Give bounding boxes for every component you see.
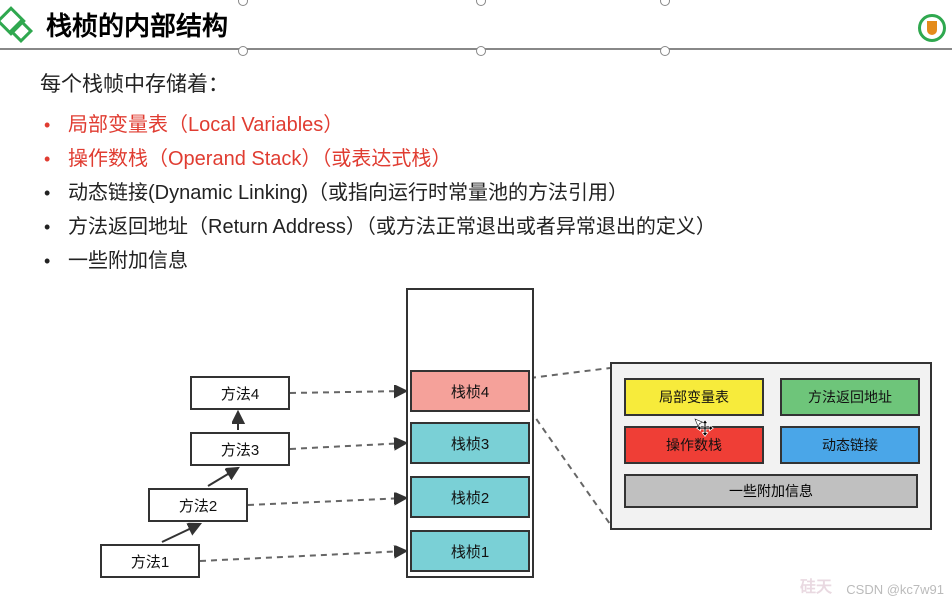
detail-cell: 操作数栈 [624, 426, 764, 464]
watermark-bg: 硅天 [800, 573, 832, 597]
bullet-text: 方法返回地址（Return Address）（或方法正常退出或者异常退出的定义） [68, 210, 716, 244]
stack-frame-box: 栈桢1 [410, 530, 530, 572]
bullet-item: •操作数栈（Operand Stack）（或表达式栈） [44, 142, 928, 176]
method-box: 方法4 [190, 376, 290, 410]
watermark-csdn: CSDN @kc7w91 [846, 582, 944, 597]
slide-header: 栈桢的内部结构 [0, 0, 952, 50]
method-box: 方法3 [190, 432, 290, 466]
selection-handle[interactable] [476, 46, 486, 56]
method-box: 方法1 [100, 544, 200, 578]
detail-cell: 动态链接 [780, 426, 920, 464]
stack-frame-box: 栈桢2 [410, 476, 530, 518]
stack-frame-box: 栈桢4 [410, 370, 530, 412]
intro-text: 每个栈帧中存储着： [40, 68, 928, 98]
bullet-item: •动态链接(Dynamic Linking)（或指向运行时常量池的方法引用） [44, 176, 928, 210]
selection-handle[interactable] [238, 46, 248, 56]
bullet-item: •局部变量表（Local Variables） [44, 108, 928, 142]
brand-logo-icon [918, 14, 946, 42]
detail-grid: 局部变量表方法返回地址操作数栈动态链接 [624, 378, 918, 464]
selection-handle[interactable] [660, 46, 670, 56]
bullet-text: 局部变量表（Local Variables） [68, 108, 343, 142]
bullet-dot: • [44, 212, 68, 243]
slide-title: 栈桢的内部结构 [46, 6, 228, 43]
detail-cell: 局部变量表 [624, 378, 764, 416]
diamond-logo-icon [0, 4, 34, 44]
detail-cell: 方法返回地址 [780, 378, 920, 416]
method-box: 方法2 [148, 488, 248, 522]
bullet-list: •局部变量表（Local Variables）•操作数栈（Operand Sta… [40, 108, 928, 278]
slide-body: 每个栈帧中存储着： •局部变量表（Local Variables）•操作数栈（O… [0, 50, 952, 278]
bullet-dot: • [44, 110, 68, 141]
bullet-dot: • [44, 144, 68, 175]
diagram-area: 方法1 方法2 方法3 方法4 栈桢4 栈桢3 栈桢2 栈桢1 局部变量表方法返回地址操作数… [0, 280, 952, 601]
bullet-item: •方法返回地址（Return Address）（或方法正常退出或者异常退出的定义… [44, 210, 928, 244]
bullet-text: 操作数栈（Operand Stack）（或表达式栈） [68, 142, 451, 176]
bullet-dot: • [44, 178, 68, 209]
bullet-text: 动态链接(Dynamic Linking)（或指向运行时常量池的方法引用） [68, 176, 628, 210]
detail-cell-full: 一些附加信息 [624, 474, 918, 508]
frame-detail-box: 局部变量表方法返回地址操作数栈动态链接一些附加信息 [610, 362, 932, 530]
bullet-text: 一些附加信息 [68, 244, 188, 278]
stack-frame-box: 栈桢3 [410, 422, 530, 464]
bullet-item: •一些附加信息 [44, 244, 928, 278]
bullet-dot: • [44, 246, 68, 277]
